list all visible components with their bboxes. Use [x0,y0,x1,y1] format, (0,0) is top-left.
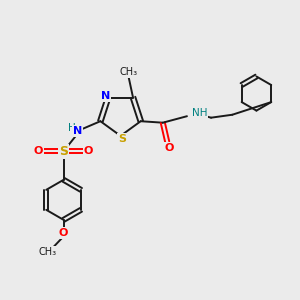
Text: N: N [73,126,82,136]
Text: O: O [59,228,68,238]
Text: S: S [118,134,126,144]
Text: N: N [101,91,110,101]
Text: H: H [68,123,75,133]
Text: O: O [34,146,43,156]
Text: O: O [84,146,93,156]
Text: NH: NH [192,108,208,118]
Text: CH₃: CH₃ [119,67,138,76]
Text: S: S [59,145,68,158]
Text: O: O [165,143,174,153]
Text: CH₃: CH₃ [38,247,56,257]
